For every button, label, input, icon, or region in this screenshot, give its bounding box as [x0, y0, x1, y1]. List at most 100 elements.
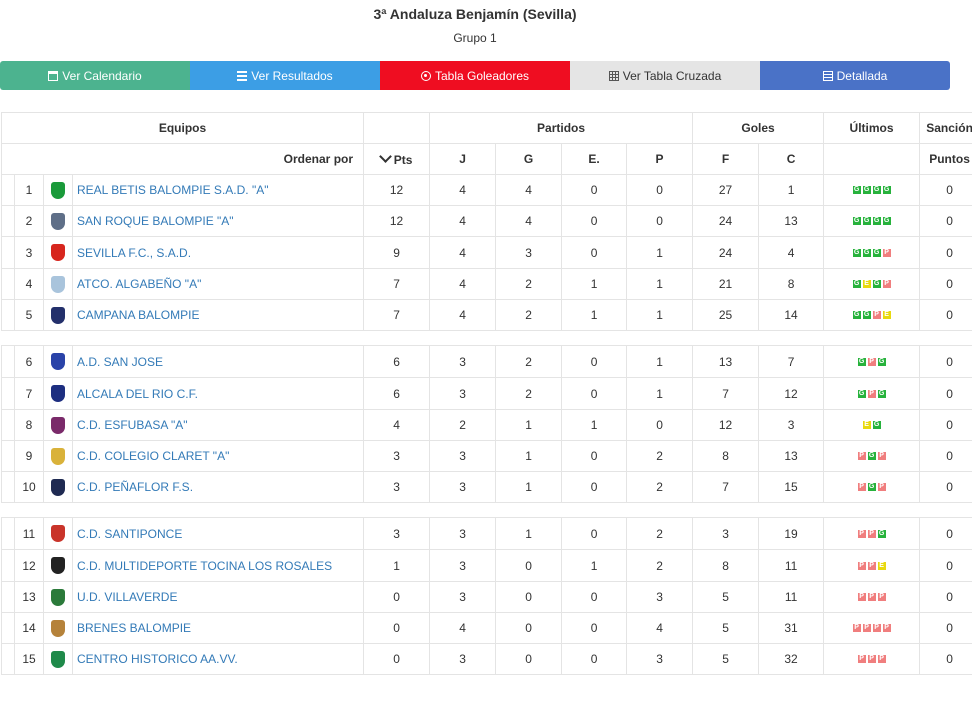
- ver-calendario-button[interactable]: Ver Calendario: [0, 61, 190, 90]
- c-header[interactable]: C: [758, 143, 825, 175]
- table-row[interactable]: 9 C.D. COLEGIO CLARET "A" 3 3 1 0 2 8 13 P G P 0: [1, 440, 972, 472]
- team-link[interactable]: C.D. MULTIDEPORTE TOCINA LOS ROSALES: [77, 558, 333, 573]
- separator-cell: [1, 330, 972, 346]
- position-cell: 11: [14, 517, 44, 550]
- row-spacer: [1, 440, 15, 472]
- sancion-cell: 0: [919, 643, 972, 675]
- c-cell: 13: [758, 205, 825, 237]
- sancion-cell: 0: [919, 549, 972, 582]
- team-link[interactable]: C.D. COLEGIO CLARET "A": [77, 449, 230, 463]
- calendar-icon: [48, 70, 59, 81]
- detallada-button[interactable]: Detallada: [760, 61, 950, 90]
- f-cell: 27: [692, 174, 760, 206]
- team-link[interactable]: CENTRO HISTORICO AA.VV.: [77, 652, 238, 666]
- team-name-cell: ATCO. ALGABEÑO "A": [71, 268, 365, 300]
- result-badge: E: [862, 421, 871, 429]
- team-shield-icon: [51, 385, 65, 402]
- team-logo-cell: [43, 377, 73, 410]
- f-header[interactable]: F: [692, 143, 760, 175]
- result-badge: G: [862, 217, 871, 225]
- table-row[interactable]: 8 C.D. ESFUBASA "A" 4 2 1 1 0 12 3 E G 0: [1, 409, 972, 441]
- detail-list-icon: [822, 70, 833, 81]
- result-badge: P: [872, 311, 881, 319]
- ver-tabla-cruzada-button[interactable]: Ver Tabla Cruzada: [570, 61, 760, 90]
- team-link[interactable]: A.D. SAN JOSE: [77, 354, 164, 369]
- team-shield-icon: [51, 416, 65, 434]
- ver-calendario-label: Ver Calendario: [62, 68, 142, 83]
- action-button-bar: Ver Calendario Ver Resultados Tabla Gole…: [0, 61, 950, 90]
- sancion-cell: 0: [919, 299, 972, 331]
- team-shield-icon: [51, 306, 65, 324]
- result-badge: G: [882, 186, 891, 194]
- table-row[interactable]: 4 ATCO. ALGABEÑO "A" 7 4 2 1 1 21 8 G E G P 0: [1, 268, 972, 300]
- sancion-cell: 0: [919, 236, 972, 269]
- team-link[interactable]: U.D. VILLAVERDE: [77, 590, 178, 604]
- g-cell: 0: [495, 643, 563, 675]
- ver-resultados-button[interactable]: Ver Resultados: [190, 61, 380, 90]
- row-spacer: [1, 377, 15, 410]
- team-name-cell: REAL BETIS BALOMPIE S.A.D. "A": [71, 174, 365, 206]
- tabla-goleadores-button[interactable]: Tabla Goleadores: [380, 61, 570, 90]
- e-cell: 0: [561, 236, 628, 269]
- table-row[interactable]: 1 REAL BETIS BALOMPIE S.A.D. "A" 12 4 4 0 0 27 1…: [1, 174, 972, 206]
- team-name-cell: C.D. ESFUBASA "A": [71, 409, 365, 441]
- team-link[interactable]: SAN ROQUE BALOMPIE "A": [77, 214, 234, 228]
- table-row[interactable]: 14 BRENES BALOMPIE 0 4 0 0 4 5 31 P P P P 0: [1, 612, 972, 644]
- e-cell: 1: [561, 268, 628, 300]
- team-link[interactable]: SEVILLA F.C., S.A.D.: [77, 245, 192, 260]
- pts-sort-header[interactable]: Pts: [363, 143, 431, 175]
- team-link[interactable]: CAMPANA BALOMPIE: [77, 308, 200, 322]
- result-badge: G: [877, 389, 886, 398]
- team-link[interactable]: ALCALA DEL RIO C.F.: [77, 386, 198, 401]
- e-header[interactable]: E.: [561, 143, 628, 175]
- j-cell: 3: [429, 345, 497, 378]
- j-cell: 3: [429, 440, 497, 472]
- table-row[interactable]: 12 C.D. MULTIDEPORTE TOCINA LOS ROSALES 1 3…: [1, 549, 972, 582]
- g-header[interactable]: G: [495, 143, 563, 175]
- result-badge: E: [877, 561, 886, 570]
- position-cell: 3: [14, 236, 44, 269]
- team-name-cell: BRENES BALOMPIE: [71, 612, 365, 644]
- team-name-cell: ALCALA DEL RIO C.F.: [71, 377, 365, 410]
- e-cell: 0: [561, 345, 628, 378]
- p-header[interactable]: P: [626, 143, 694, 175]
- g-cell: 4: [495, 205, 563, 237]
- table-row[interactable]: 3 SEVILLA F.C., S.A.D. 9 4 3 0 1 24 4 G G G P 0: [1, 236, 972, 269]
- page-subtitle: Grupo 1: [453, 31, 497, 45]
- table-row[interactable]: 11 C.D. SANTIPONCE 3 3 1 0 2 3 19 P P G 0: [1, 517, 972, 550]
- result-badge: G: [872, 186, 881, 194]
- team-link[interactable]: C.D. PEÑAFLOR F.S.: [77, 480, 194, 494]
- table-row[interactable]: 15 CENTRO HISTORICO AA.VV. 0 3 0 0 3 5 32 P P P 0: [1, 643, 972, 675]
- team-link[interactable]: C.D. SANTIPONCE: [77, 526, 183, 541]
- c-cell: 7: [758, 345, 825, 378]
- result-badge: P: [867, 389, 876, 398]
- p-cell: 1: [626, 236, 694, 269]
- table-row[interactable]: 10 C.D. PEÑAFLOR F.S. 3 3 1 0 2 7 15 P G P 0: [1, 471, 972, 503]
- team-link[interactable]: ATCO. ALGABEÑO "A": [77, 277, 202, 291]
- table-row[interactable]: 6 A.D. SAN JOSE 6 3 2 0 1 13 7 G P G 0: [1, 345, 972, 378]
- e-cell: 1: [561, 299, 628, 331]
- table-row[interactable]: 2 SAN ROQUE BALOMPIE "A" 12 4 4 0 0 24 13 G G G G 0: [1, 205, 972, 237]
- row-spacer: [1, 236, 15, 269]
- g-cell: 2: [495, 268, 563, 300]
- table-row[interactable]: 13 U.D. VILLAVERDE 0 3 0 0 3 5 11 P P P 0: [1, 581, 972, 613]
- team-link[interactable]: C.D. ESFUBASA "A": [77, 418, 188, 432]
- team-link[interactable]: REAL BETIS BALOMPIE S.A.D. "A": [77, 183, 269, 197]
- result-badge: E: [862, 280, 871, 288]
- table-row[interactable]: 7 ALCALA DEL RIO C.F. 6 3 2 0 1 7 12 G P G 0: [1, 377, 972, 410]
- detallada-label: Detallada: [836, 68, 888, 83]
- result-badge: G: [877, 357, 886, 366]
- team-link[interactable]: BRENES BALOMPIE: [77, 621, 192, 635]
- result-badge: P: [867, 529, 876, 538]
- p-cell: 4: [626, 612, 694, 644]
- row-spacer: [1, 581, 15, 613]
- table-row[interactable]: 5 CAMPANA BALOMPIE 7 4 2 1 1 25 14 G G P E 0: [1, 299, 972, 331]
- j-header[interactable]: J: [429, 143, 497, 175]
